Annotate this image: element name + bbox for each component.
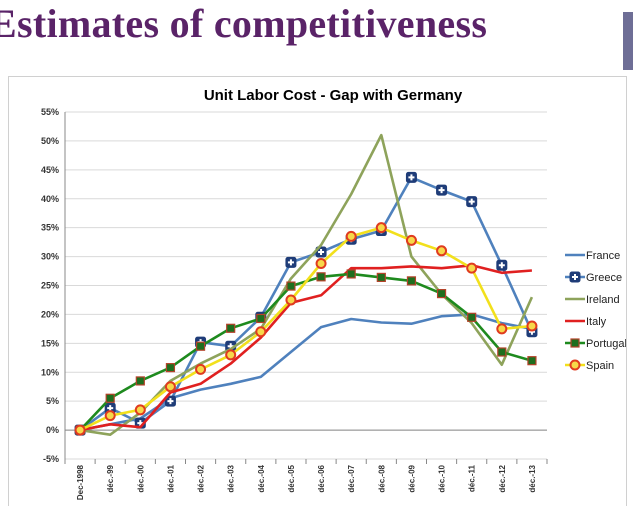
legend-label: Italy [586,316,607,328]
data-point [467,312,477,322]
y-tick-label: 10% [41,367,59,377]
series-line-spain [79,226,533,432]
data-point [105,393,115,403]
y-tick-label: -5% [43,454,59,464]
legend-label: Ireland [586,294,620,306]
data-point [164,395,176,407]
legend-item-spain: Spain [565,359,614,372]
legend-marker [570,338,580,348]
y-tick-label: 45% [41,165,59,175]
data-point [405,171,417,183]
y-tick-label: 40% [41,194,59,204]
y-tick-label: 5% [46,396,59,406]
line-chart: Unit Labor Cost - Gap with Germany -5% 0%… [41,87,626,500]
data-point [256,313,266,324]
x-tick-label: déc.-10 [438,464,447,492]
data-point [375,222,387,234]
data-point [285,256,297,268]
data-point [135,376,145,386]
series-line-italy [79,264,532,432]
series-line-ireland [79,133,534,437]
series-italy [79,264,532,432]
chart-title: Unit Labor Cost - Gap with Germany [204,87,463,104]
x-tick-label: Dec-1998 [76,464,85,500]
data-point [496,259,508,271]
data-point [225,349,237,361]
y-tick-label: 55% [41,107,59,117]
data-point [226,323,236,333]
series-spain [74,222,538,436]
slide-title: Estimates of competitiveness [0,1,488,46]
data-point [436,245,448,257]
data-point [376,272,386,283]
legend-item-greece: Greece [565,271,622,284]
x-tick-label: déc.-05 [287,464,296,492]
x-tick-label: déc.-08 [377,464,386,492]
data-point [134,404,146,416]
y-tick-label: 15% [41,338,59,348]
x-tick-label: déc.-11 [468,464,477,492]
x-tick-label: déc.-12 [498,464,507,492]
legend-item-italy: Italy [565,316,607,328]
legend-label: Spain [586,360,614,372]
series-greece [74,171,538,436]
x-tick-label: déc.-04 [257,464,266,492]
x-tick-label: déc.-13 [528,464,537,492]
legend-item-ireland: Ireland [565,294,620,306]
x-tick-label: déc.-07 [347,464,356,492]
data-point [165,363,176,373]
legend-label: Greece [586,272,622,284]
x-tick-label: déc.-01 [166,464,175,492]
y-tick-label: 30% [41,252,59,262]
x-tick-label: déc.-03 [227,464,236,492]
y-tick-label: 35% [41,223,59,233]
data-point [285,294,297,306]
data-point [316,272,326,282]
data-point [286,281,296,291]
data-point [74,424,86,436]
data-point [315,258,327,270]
legend-label: Portugal [586,338,626,350]
y-tick-label: 20% [41,309,59,319]
chart-frame: Unit Labor Cost - Gap with Germany -5% 0%… [8,76,627,506]
data-point [104,410,116,422]
x-tick-label: déc.-09 [407,464,416,492]
data-point [526,320,538,332]
x-tick-label: déc.-99 [106,464,115,492]
data-point [496,323,508,335]
data-point [466,262,478,274]
data-point [436,288,447,299]
x-tick-label: déc.-06 [317,464,326,492]
legend-marker [569,271,581,283]
legend-marker [569,359,581,371]
data-point [164,381,176,393]
x-tick-label: déc.-02 [197,464,206,492]
legend-item-portugal: Portugal [565,338,626,350]
x-tick-label: déc.-00 [136,464,145,492]
series-line-portugal [79,272,533,431]
data-point [466,196,478,208]
series-line-greece [79,176,534,432]
slide-accent-bar [623,12,633,70]
legend-item-france: France [565,250,620,262]
data-point [405,234,417,246]
y-tick-label: 0% [46,425,59,435]
data-point [436,184,448,196]
data-point [527,356,537,366]
series-ireland [79,133,534,437]
y-tick-label: 50% [41,136,59,146]
legend-label: France [586,250,620,262]
y-tick-label: 25% [41,281,59,291]
data-point [497,347,507,357]
data-point [195,341,206,351]
data-point [255,326,267,338]
data-point [346,269,356,279]
data-point [195,363,207,375]
data-point [406,276,417,286]
data-point [345,230,357,242]
